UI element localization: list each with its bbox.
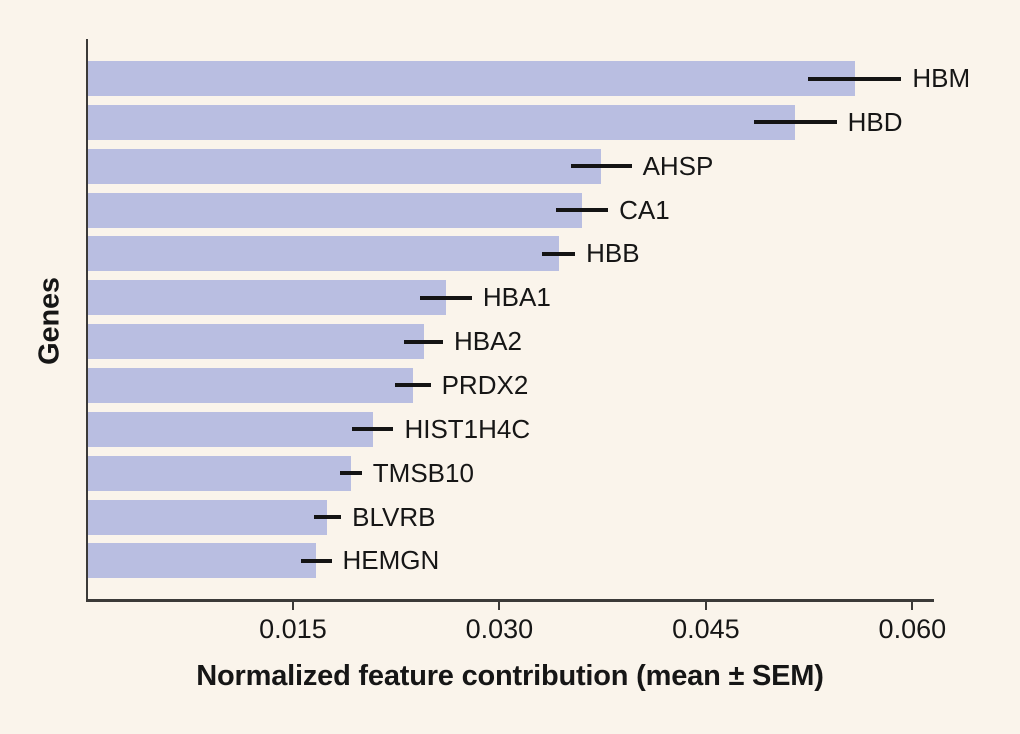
bar [88, 324, 424, 360]
bar-label: TMSB10 [372, 457, 474, 488]
y-axis-label: Genes [33, 277, 66, 365]
error-bar [313, 515, 342, 519]
bar-label: CA1 [619, 194, 670, 225]
bar-label: HBM [912, 63, 971, 93]
bar-label: HBA1 [482, 282, 551, 313]
bar-label: HEMGN [342, 545, 440, 576]
error-bar [301, 558, 332, 563]
error-bar [542, 251, 576, 256]
x-tick-label: 0.060 [878, 614, 947, 644]
bar-label: HIST1H4C [404, 413, 531, 444]
x-tick [911, 601, 914, 610]
bar [88, 236, 559, 272]
x-axis-label: Normalized feature contribution (mean ± … [196, 660, 824, 692]
error-bar [754, 120, 837, 125]
bar [88, 148, 602, 184]
bar [88, 367, 413, 403]
x-tick-label: 0.015 [259, 614, 327, 644]
error-bar [419, 295, 472, 300]
bar [88, 192, 582, 228]
error-bar [555, 208, 609, 213]
x-tick [498, 601, 501, 610]
x-tick-label: 0.030 [465, 614, 534, 644]
bar-label: HBB [586, 238, 640, 269]
x-tick-label: 0.045 [672, 614, 740, 644]
error-bar [404, 339, 443, 344]
error-bar [352, 427, 394, 432]
bar-label: BLVRB [352, 501, 436, 532]
bar [88, 280, 446, 316]
bar-label: AHSP [642, 150, 714, 181]
bar-label: PRDX2 [441, 369, 529, 400]
error-bar [394, 383, 431, 388]
bar-label: HBA2 [453, 326, 522, 357]
x-axis-spine [85, 599, 934, 602]
error-bar [807, 76, 902, 81]
y-axis-spine [85, 39, 88, 601]
bar [88, 543, 317, 579]
bar [88, 499, 328, 535]
bar [88, 61, 855, 96]
bar [88, 411, 373, 447]
error-bar [571, 164, 632, 169]
bar [88, 104, 796, 140]
bar-label: HBD [847, 106, 903, 137]
x-tick [704, 601, 707, 610]
bar [88, 455, 351, 491]
error-bar [339, 471, 362, 476]
x-tick [291, 601, 294, 610]
